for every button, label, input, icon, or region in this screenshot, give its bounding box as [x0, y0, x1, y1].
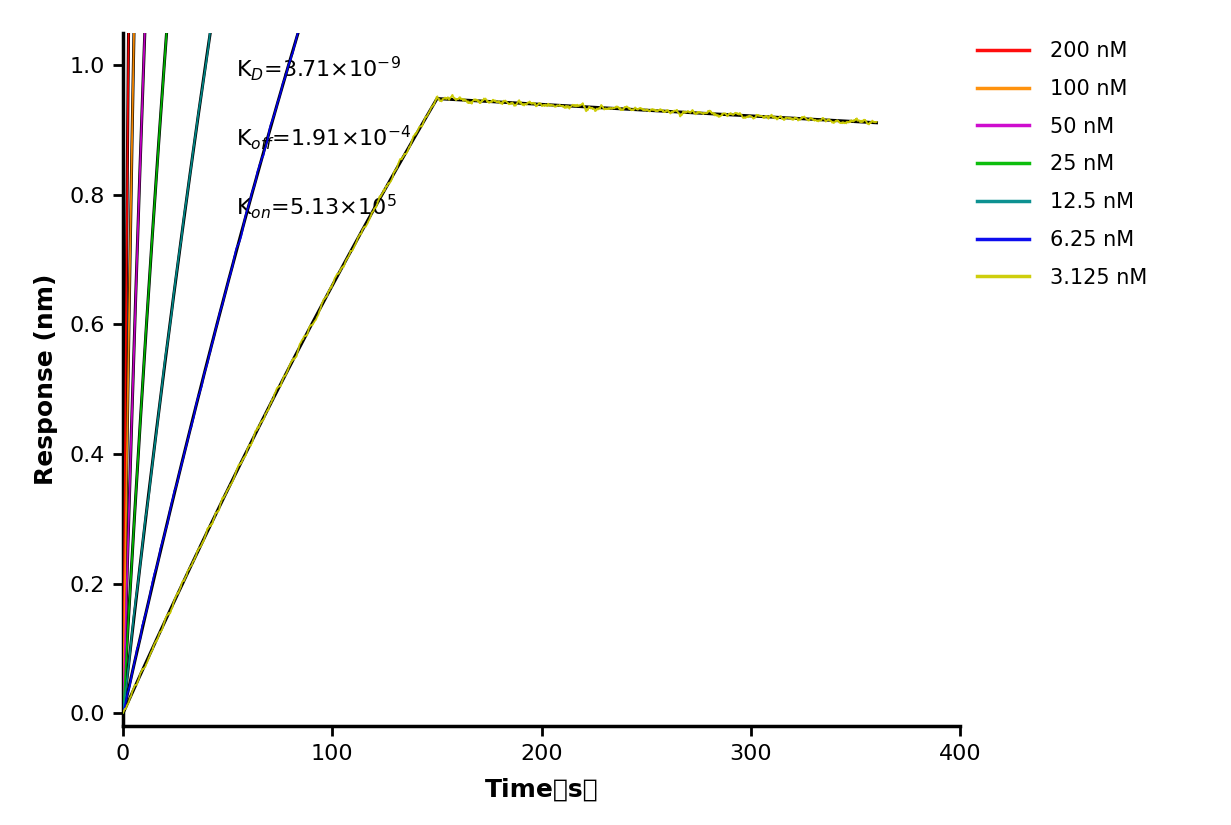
6.25 nM — [132, 638, 146, 648]
Line: 50 nM: 50 nM — [123, 0, 876, 713]
50 nM — [132, 191, 146, 201]
3.125 nM — [534, 101, 549, 111]
X-axis label: Time（s）: Time（s） — [485, 778, 598, 802]
3.125 nM — [238, 450, 252, 460]
12.5 nM — [116, 706, 130, 716]
Line: 200 nM: 200 nM — [123, 0, 876, 711]
Text: K$_{off}$=1.91×10$^{-4}$: K$_{off}$=1.91×10$^{-4}$ — [236, 123, 411, 152]
50 nM — [116, 708, 130, 718]
3.125 nM — [446, 90, 460, 100]
12.5 nM — [132, 569, 146, 579]
Text: K$_{D}$=3.71×10$^{-9}$: K$_{D}$=3.71×10$^{-9}$ — [236, 54, 401, 82]
3.125 nM — [869, 117, 884, 127]
3.125 nM — [407, 129, 422, 139]
Line: 25 nM: 25 nM — [123, 0, 876, 713]
25 nM — [132, 438, 146, 448]
Line: 100 nM: 100 nM — [123, 0, 876, 712]
100 nM — [116, 707, 130, 717]
3.125 nM — [329, 272, 343, 282]
3.125 nM — [132, 673, 146, 683]
Legend: 200 nM, 100 nM, 50 nM, 25 nM, 12.5 nM, 6.25 nM, 3.125 nM: 200 nM, 100 nM, 50 nM, 25 nM, 12.5 nM, 6… — [969, 33, 1156, 296]
Text: K$_{on}$=5.13×10$^{5}$: K$_{on}$=5.13×10$^{5}$ — [236, 192, 396, 221]
200 nM — [116, 706, 130, 716]
Line: 3.125 nM: 3.125 nM — [123, 95, 876, 713]
Y-axis label: Response (nm): Response (nm) — [34, 274, 58, 485]
6.25 nM — [238, 210, 252, 220]
6.25 nM — [116, 706, 130, 716]
Line: 6.25 nM: 6.25 nM — [123, 0, 876, 711]
3.125 nM — [116, 708, 130, 718]
3.125 nM — [783, 113, 798, 123]
25 nM — [116, 708, 130, 718]
Line: 12.5 nM: 12.5 nM — [123, 0, 876, 711]
